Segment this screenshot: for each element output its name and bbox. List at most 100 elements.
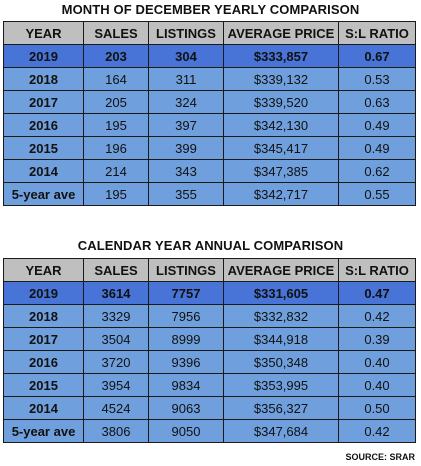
- cell-average-price: $347,684: [223, 419, 339, 443]
- cell-average-price: $331,605: [223, 281, 339, 305]
- cell-average-price: $339,132: [223, 67, 339, 91]
- cell-listings: 343: [148, 159, 224, 183]
- cell-year: 2017: [3, 327, 84, 351]
- cell-year: 5-year ave: [3, 419, 84, 443]
- table-row: 2019 203 304 $333,857 0.67: [3, 44, 416, 68]
- header-average-price: AVERAGE PRICE: [223, 21, 339, 45]
- cell-sl-ratio: 0.63: [338, 90, 416, 114]
- cell-listings: 9050: [148, 419, 224, 443]
- cell-sl-ratio: 0.50: [338, 396, 416, 420]
- cell-sales: 203: [83, 44, 149, 68]
- cell-sl-ratio: 0.53: [338, 67, 416, 91]
- cell-year: 2019: [3, 44, 84, 68]
- cell-sales: 195: [83, 182, 149, 206]
- cell-average-price: $342,717: [223, 182, 339, 206]
- table-row: 2016 3720 9396 $350,348 0.40: [3, 350, 416, 374]
- cell-listings: 311: [148, 67, 224, 91]
- cell-listings: 399: [148, 136, 224, 160]
- header-sales: SALES: [83, 258, 149, 282]
- cell-year: 2019: [3, 281, 84, 305]
- cell-listings: 324: [148, 90, 224, 114]
- cell-year: 2018: [3, 304, 84, 328]
- cell-year: 2018: [3, 67, 84, 91]
- calendar-year-comparison-table: YEAR SALES LISTINGS AVERAGE PRICE S:L RA…: [3, 258, 416, 443]
- header-listings: LISTINGS: [148, 21, 224, 45]
- cell-year: 2016: [3, 113, 84, 137]
- cell-year: 2015: [3, 373, 84, 397]
- table-row: 2014 214 343 $347,385 0.62: [3, 159, 416, 183]
- table-row: 2018 164 311 $339,132 0.53: [3, 67, 416, 91]
- table1-title: MONTH OF DECEMBER YEARLY COMPARISON: [61, 2, 360, 17]
- cell-listings: 9063: [148, 396, 224, 420]
- cell-sales: 3806: [83, 419, 149, 443]
- december-comparison-table: YEAR SALES LISTINGS AVERAGE PRICE S:L RA…: [3, 21, 416, 206]
- cell-sl-ratio: 0.62: [338, 159, 416, 183]
- header-year: YEAR: [3, 258, 84, 282]
- cell-average-price: $333,857: [223, 44, 339, 68]
- cell-average-price: $350,348: [223, 350, 339, 374]
- cell-sl-ratio: 0.55: [338, 182, 416, 206]
- cell-listings: 9834: [148, 373, 224, 397]
- cell-average-price: $345,417: [223, 136, 339, 160]
- table-row: 2015 3954 9834 $353,995 0.40: [3, 373, 416, 397]
- table-row: 2019 3614 7757 $331,605 0.47: [3, 281, 416, 305]
- source-note: SOURCE: SRAR: [345, 452, 415, 462]
- cell-sl-ratio: 0.40: [338, 350, 416, 374]
- header-sl-ratio: S:L RATIO: [338, 258, 416, 282]
- cell-average-price: $332,832: [223, 304, 339, 328]
- cell-listings: 8999: [148, 327, 224, 351]
- table-row: 5-year ave 195 355 $342,717 0.55: [3, 182, 416, 206]
- cell-year: 2014: [3, 396, 84, 420]
- cell-listings: 9396: [148, 350, 224, 374]
- cell-sl-ratio: 0.40: [338, 373, 416, 397]
- table-row: 2017 205 324 $339,520 0.63: [3, 90, 416, 114]
- cell-listings: 304: [148, 44, 224, 68]
- header-year: YEAR: [3, 21, 84, 45]
- cell-sl-ratio: 0.42: [338, 304, 416, 328]
- cell-sales: 3954: [83, 373, 149, 397]
- table-row: 5-year ave 3806 9050 $347,684 0.42: [3, 419, 416, 443]
- cell-average-price: $339,520: [223, 90, 339, 114]
- header-sales: SALES: [83, 21, 149, 45]
- table-header-row: YEAR SALES LISTINGS AVERAGE PRICE S:L RA…: [3, 21, 416, 45]
- cell-sales: 3504: [83, 327, 149, 351]
- cell-sales: 214: [83, 159, 149, 183]
- cell-sales: 3329: [83, 304, 149, 328]
- table2-title: CALENDAR YEAR ANNUAL COMPARISON: [77, 238, 344, 253]
- table-row: 2014 4524 9063 $356,327 0.50: [3, 396, 416, 420]
- cell-listings: 7757: [148, 281, 224, 305]
- cell-sl-ratio: 0.47: [338, 281, 416, 305]
- table-row: 2017 3504 8999 $344,918 0.39: [3, 327, 416, 351]
- cell-sales: 3614: [83, 281, 149, 305]
- cell-listings: 397: [148, 113, 224, 137]
- cell-sales: 4524: [83, 396, 149, 420]
- cell-average-price: $347,385: [223, 159, 339, 183]
- cell-average-price: $356,327: [223, 396, 339, 420]
- cell-average-price: $353,995: [223, 373, 339, 397]
- cell-year: 2017: [3, 90, 84, 114]
- cell-average-price: $342,130: [223, 113, 339, 137]
- header-average-price: AVERAGE PRICE: [223, 258, 339, 282]
- cell-sl-ratio: 0.39: [338, 327, 416, 351]
- table-row: 2016 195 397 $342,130 0.49: [3, 113, 416, 137]
- cell-sl-ratio: 0.49: [338, 113, 416, 137]
- cell-sales: 3720: [83, 350, 149, 374]
- cell-listings: 355: [148, 182, 224, 206]
- table-header-row: YEAR SALES LISTINGS AVERAGE PRICE S:L RA…: [3, 258, 416, 282]
- cell-sales: 196: [83, 136, 149, 160]
- cell-sl-ratio: 0.42: [338, 419, 416, 443]
- cell-year: 5-year ave: [3, 182, 84, 206]
- cell-year: 2015: [3, 136, 84, 160]
- table-row: 2015 196 399 $345,417 0.49: [3, 136, 416, 160]
- header-listings: LISTINGS: [148, 258, 224, 282]
- cell-year: 2014: [3, 159, 84, 183]
- cell-sales: 164: [83, 67, 149, 91]
- table-row: 2018 3329 7956 $332,832 0.42: [3, 304, 416, 328]
- cell-sales: 195: [83, 113, 149, 137]
- header-sl-ratio: S:L RATIO: [338, 21, 416, 45]
- cell-year: 2016: [3, 350, 84, 374]
- cell-sl-ratio: 0.67: [338, 44, 416, 68]
- cell-sales: 205: [83, 90, 149, 114]
- cell-sl-ratio: 0.49: [338, 136, 416, 160]
- cell-average-price: $344,918: [223, 327, 339, 351]
